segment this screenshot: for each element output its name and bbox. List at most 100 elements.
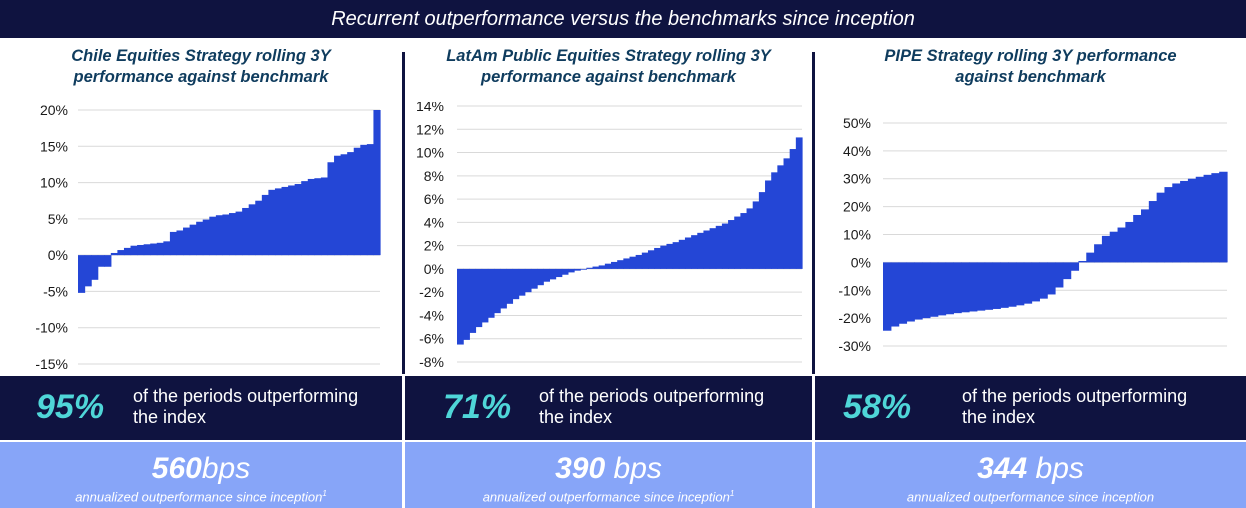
bar	[110, 252, 118, 256]
pipe-performance-chart: 50% 40% 30% 20% 10% 0% -10% -20% -30%	[838, 115, 1228, 354]
outperformance-stat: 95% of the periods outperforming the ind…	[0, 376, 402, 440]
y-tick-label: 10%	[40, 175, 68, 191]
y-tick-label: 6%	[424, 191, 444, 207]
bar	[1086, 252, 1095, 263]
bar	[97, 255, 105, 267]
bar	[143, 244, 151, 256]
y-tick-label: 0%	[851, 254, 871, 270]
bar	[647, 250, 655, 269]
bar	[783, 158, 791, 269]
outperformance-percent: 95%	[36, 388, 105, 426]
bar	[294, 184, 302, 256]
bar	[549, 268, 557, 280]
bar	[123, 247, 132, 256]
bar	[512, 268, 520, 300]
bar	[366, 144, 375, 256]
bar	[598, 265, 606, 269]
y-tick-label: -15%	[35, 356, 68, 372]
bps-number: 344	[977, 452, 1028, 485]
bar	[555, 268, 563, 278]
bar	[586, 267, 594, 269]
bar	[734, 216, 741, 269]
bar	[740, 213, 748, 269]
bar	[611, 261, 618, 269]
bar	[641, 252, 649, 269]
bps-note: annualized outperformance since inceptio…	[405, 489, 812, 504]
bar	[506, 268, 514, 304]
y-tick-label: 30%	[843, 171, 871, 187]
bar	[890, 262, 900, 327]
bar	[623, 258, 631, 269]
bar	[1187, 178, 1197, 263]
header-banner: Recurrent outperformance versus the benc…	[0, 0, 1246, 38]
chart-title-line: performance against benchmark	[73, 68, 329, 86]
bar	[953, 262, 962, 314]
y-tick-label: 40%	[843, 143, 871, 159]
bps-number: 560	[151, 452, 202, 485]
y-tick-label: -10%	[838, 282, 871, 298]
bps-note-text: annualized outperformance since inceptio…	[482, 489, 730, 505]
bar	[684, 237, 692, 269]
panel-pipe-strategy: PIPE Strategy rolling 3Y performance aga…	[815, 38, 1246, 508]
bar	[469, 268, 477, 333]
bar	[635, 254, 643, 269]
y-tick-label: 50%	[843, 115, 871, 131]
bar	[274, 188, 283, 256]
bar	[617, 260, 624, 269]
bar	[307, 178, 315, 256]
bar	[281, 186, 289, 256]
bar	[1148, 201, 1158, 263]
bar	[229, 213, 237, 256]
bar	[347, 152, 355, 256]
bar	[493, 268, 501, 314]
bar	[1047, 262, 1056, 295]
bar	[937, 262, 947, 316]
bar	[1031, 262, 1040, 302]
bar	[530, 268, 538, 289]
bar	[922, 262, 931, 319]
chile-performance-chart: 20% 15% 10% 5% 0% -5% -10% -15%	[35, 102, 381, 372]
bar	[288, 185, 296, 256]
description-line: of the periods outperforming	[133, 386, 359, 406]
bar	[1109, 231, 1119, 263]
bps-value: 390 bps	[405, 452, 812, 486]
panel-divider	[812, 52, 815, 374]
bar	[1125, 221, 1134, 263]
bar	[137, 244, 145, 256]
bar	[1094, 244, 1103, 263]
chart-title: LatAm Public Equities Strategy rolling 3…	[405, 46, 812, 88]
panel-latam-public-equities: LatAm Public Equities Strategy rolling 3…	[405, 38, 812, 508]
bar	[537, 268, 544, 286]
bar	[746, 208, 754, 269]
bar	[117, 250, 125, 256]
bar	[340, 154, 348, 256]
description-line: of the periods outperforming	[962, 386, 1188, 406]
bar	[1172, 183, 1181, 263]
annualized-outperformance: 344 bps annualized outperformance since …	[815, 442, 1246, 508]
bar	[672, 242, 680, 269]
bar	[320, 177, 329, 256]
y-tick-label: 5%	[48, 211, 68, 227]
bar	[176, 230, 184, 256]
bps-note: annualized outperformance since inceptio…	[815, 489, 1246, 504]
outperformance-percent: 58%	[843, 388, 912, 426]
bar	[715, 225, 723, 269]
y-tick-label: -4%	[419, 307, 444, 323]
bar	[1101, 235, 1111, 263]
bar	[1062, 262, 1072, 280]
outperformance-description: of the periods outperforming the index	[539, 386, 809, 428]
annualized-outperformance: 560bps annualized outperformance since i…	[0, 442, 402, 508]
bar	[898, 262, 908, 324]
bar	[130, 245, 138, 256]
chart-title-line: PIPE Strategy rolling 3Y performance	[884, 47, 1177, 65]
y-tick-label: -2%	[419, 284, 444, 300]
bps-note-text: annualized outperformance since inceptio…	[75, 489, 323, 505]
y-tick-label: 8%	[424, 168, 444, 184]
y-tick-label: 10%	[843, 227, 871, 243]
chart-title-line: against benchmark	[955, 68, 1106, 86]
bar	[709, 228, 717, 269]
bar	[1000, 262, 1009, 308]
bar	[169, 231, 178, 256]
bar	[1070, 262, 1080, 271]
bps-value: 344 bps	[815, 452, 1246, 486]
